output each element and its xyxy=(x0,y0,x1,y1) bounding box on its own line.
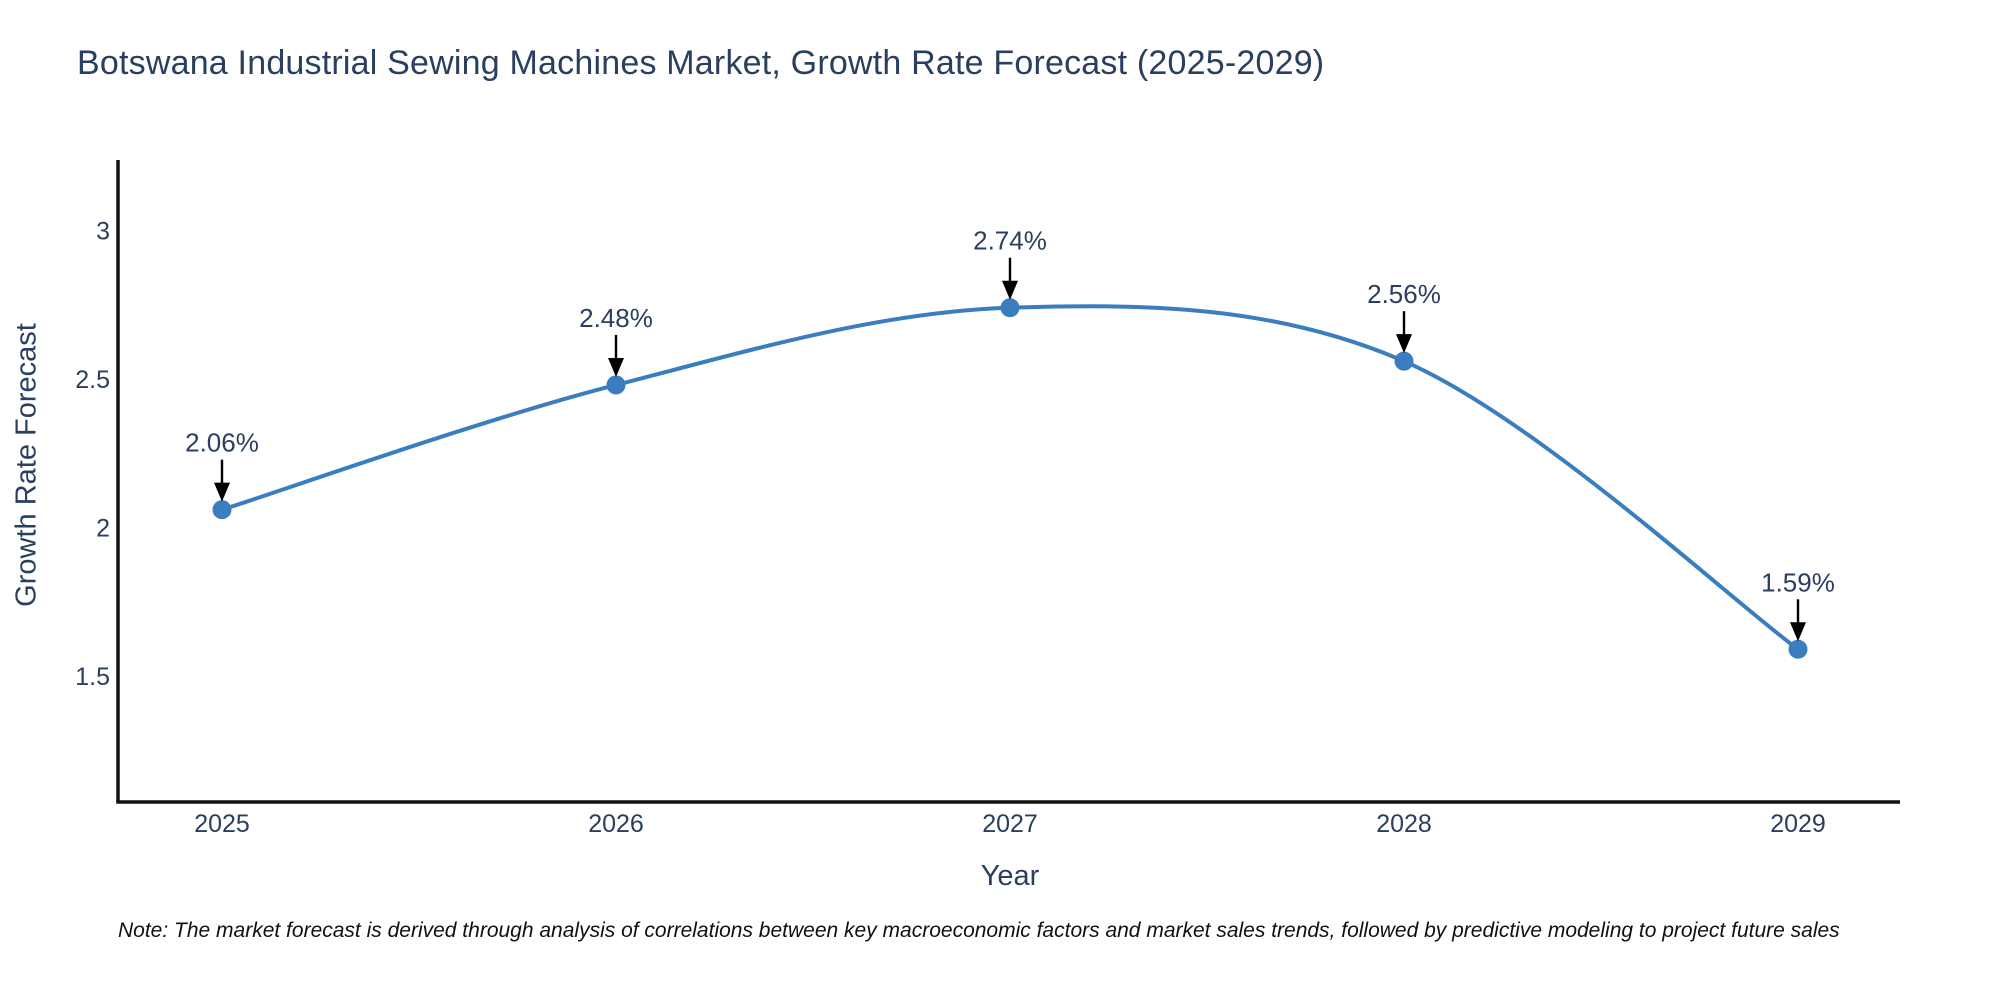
data-point-marker[interactable] xyxy=(606,375,626,395)
annotation-arrow-head xyxy=(608,357,624,377)
y-tick-label: 3 xyxy=(96,218,110,246)
data-point-label: 2.06% xyxy=(185,428,259,458)
x-axis-title: Year xyxy=(980,860,1040,892)
annotation-arrow-head xyxy=(214,482,230,502)
y-axis-title: Growth Rate Forecast xyxy=(10,323,43,607)
chart-title: Botswana Industrial Sewing Machines Mark… xyxy=(77,44,1325,82)
trend-line xyxy=(220,304,1800,652)
data-point-marker[interactable] xyxy=(212,500,232,520)
y-tick-label: 1.5 xyxy=(75,663,110,691)
annotation-arrow-head xyxy=(1790,622,1806,642)
x-tick-label: 2025 xyxy=(194,810,250,838)
x-tick-label: 2026 xyxy=(588,810,644,838)
data-point-label: 2.48% xyxy=(579,303,653,333)
annotation-arrow-head xyxy=(1396,334,1412,354)
x-tick-label: 2027 xyxy=(982,810,1038,838)
annotation-arrow-head xyxy=(1002,280,1018,300)
data-point-label: 2.56% xyxy=(1367,279,1441,309)
x-tick-label: 2029 xyxy=(1770,810,1826,838)
footnote: Note: The market forecast is derived thr… xyxy=(118,919,1840,942)
data-point-label: 2.74% xyxy=(973,226,1047,256)
x-tick-label: 2028 xyxy=(1376,810,1432,838)
data-point-marker[interactable] xyxy=(1394,351,1414,371)
data-point-marker[interactable] xyxy=(1000,298,1020,318)
y-tick-label: 2 xyxy=(96,515,110,543)
data-point-label: 1.59% xyxy=(1761,567,1835,597)
y-tick-label: 2.5 xyxy=(75,366,110,394)
data-point-marker[interactable] xyxy=(1788,639,1808,659)
